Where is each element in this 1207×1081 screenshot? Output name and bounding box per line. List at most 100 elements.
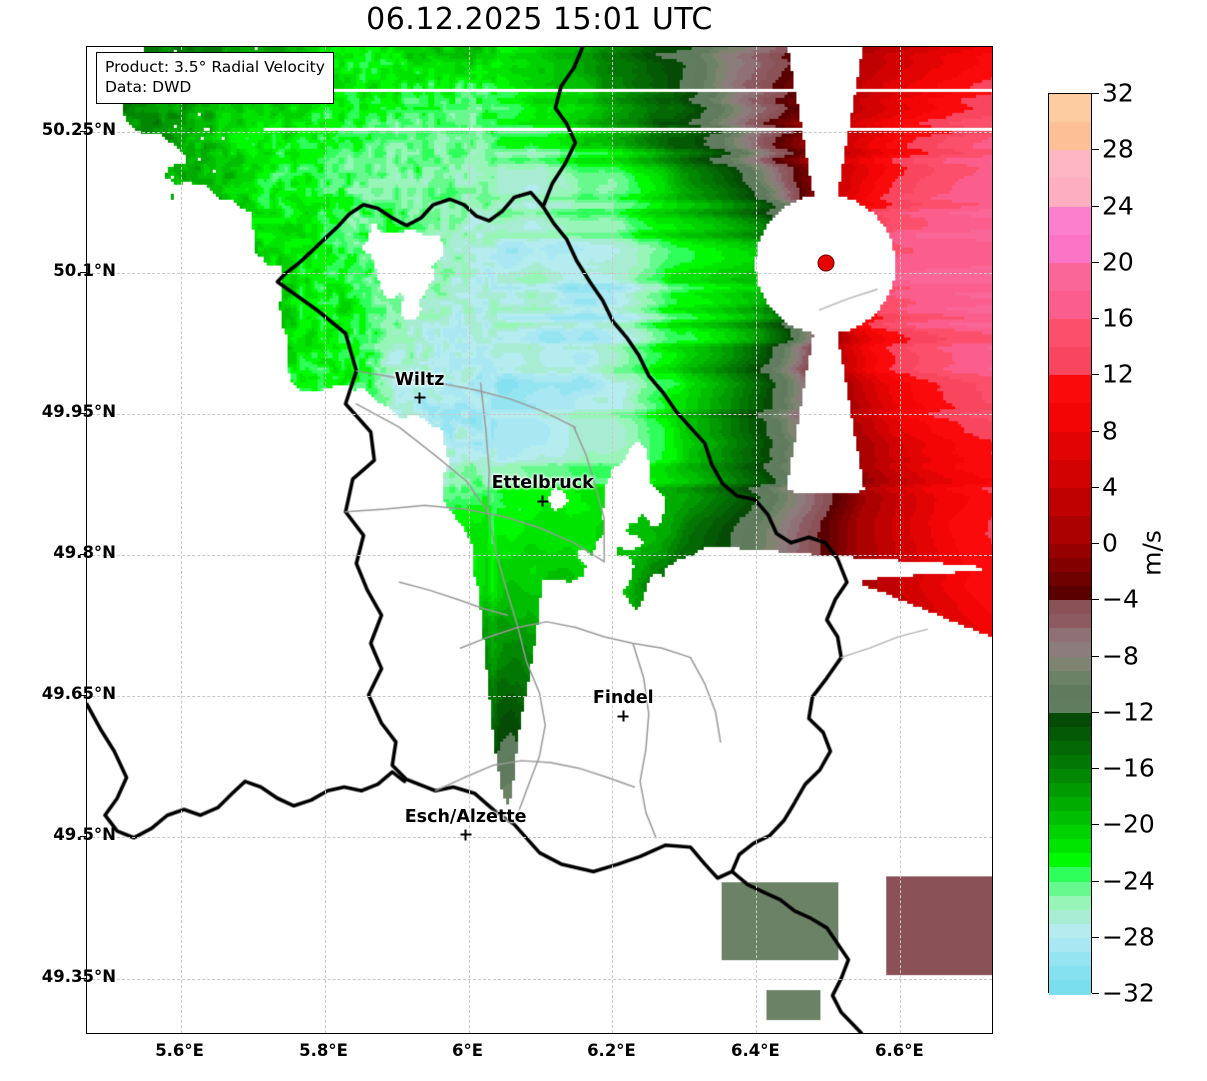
colorbar-band: [1049, 895, 1091, 911]
colorbar-tick-label: 4: [1102, 472, 1118, 502]
latitude-tick-label: 50.1°N: [53, 260, 116, 280]
longitude-tick-label: 6.2°E: [587, 1041, 636, 1060]
colorbar-tick-label: 8: [1102, 416, 1118, 445]
colorbar-tick-mark: [1092, 486, 1099, 488]
colorbar-tick-mark: [1092, 430, 1099, 432]
colorbar-tick-mark: [1092, 93, 1099, 94]
colorbar-tick-mark: [1092, 599, 1099, 601]
colorbar-band: [1049, 965, 1091, 981]
colorbar-tick-label: 32: [1102, 78, 1134, 108]
product-label: Product: 3.5° Radial Velocity: [105, 58, 325, 76]
colorbar-band: [1049, 375, 1091, 404]
colorbar-band: [1049, 797, 1091, 812]
colorbar-band: [1049, 431, 1091, 461]
colorbar-band: [1049, 234, 1091, 264]
colorbar-tick-label: −32: [1102, 978, 1155, 1008]
colorbar-band: [1049, 572, 1091, 587]
colorbar-band: [1049, 853, 1091, 869]
colorbar-tick-mark: [1092, 261, 1099, 263]
colorbar-band: [1049, 783, 1091, 798]
colorbar-band: [1049, 178, 1091, 208]
city-marker-icon: [617, 710, 629, 722]
colorbar-tick-mark: [1092, 543, 1099, 544]
radar-site-marker[interactable]: [817, 254, 835, 272]
colorbar-band: [1049, 628, 1091, 644]
colorbar-gradient: [1048, 93, 1092, 995]
colorbar-band: [1049, 909, 1091, 925]
colorbar-band: [1049, 487, 1091, 517]
latitude-tick-label: 49.5°N: [53, 825, 116, 845]
colorbar-band: [1049, 754, 1091, 770]
colorbar-band: [1049, 206, 1091, 236]
gridline-vertical: [756, 47, 758, 1033]
city-marker-icon: [460, 829, 472, 841]
latitude-tick-label: 50.25°N: [41, 119, 116, 139]
colorbar-tick-label: −24: [1102, 866, 1155, 895]
gridline-horizontal: [87, 131, 992, 133]
colorbar-band: [1049, 979, 1091, 995]
colorbar-tick-mark: [1092, 993, 1099, 994]
colorbar-tick-mark: [1092, 824, 1099, 826]
colorbar-tick-mark: [1092, 768, 1099, 769]
city-marker-icon: [414, 392, 426, 404]
colorbar-tick-label: 0: [1102, 528, 1118, 558]
colorbar-band: [1049, 515, 1091, 545]
colorbar-band: [1049, 122, 1091, 151]
colorbar-band: [1049, 150, 1091, 179]
colorbar-tick-label: −4: [1102, 584, 1139, 614]
latitude-tick-mark: [80, 554, 86, 556]
gridline-vertical: [900, 47, 902, 1033]
gridline-vertical: [612, 47, 614, 1033]
colorbar-band: [1049, 811, 1091, 826]
gridline-horizontal: [87, 696, 992, 698]
colorbar-band: [1049, 544, 1091, 559]
latitude-tick-mark: [80, 977, 86, 979]
page-title: 06.12.2025 15:01 UTC: [366, 2, 713, 37]
colorbar-tick-label: 16: [1102, 303, 1134, 333]
colorbar-band: [1049, 656, 1091, 672]
colorbar-band: [1049, 684, 1091, 700]
colorbar[interactable]: [1048, 93, 1092, 995]
colorbar-band: [1049, 726, 1091, 742]
city-label: Ettelbruck: [491, 473, 594, 494]
city-marker-icon: [537, 495, 549, 507]
colorbar-band: [1049, 94, 1091, 123]
longitude-tick-label: 6°E: [452, 1041, 484, 1060]
colorbar-band: [1049, 558, 1091, 573]
colorbar-tick-label: 28: [1102, 134, 1134, 164]
colorbar-tick-label: 12: [1102, 359, 1134, 389]
colorbar-tick-mark: [1092, 880, 1099, 882]
colorbar-tick-label: 20: [1102, 247, 1134, 277]
colorbar-band: [1049, 712, 1091, 728]
gridline-horizontal: [87, 978, 992, 980]
colorbar-band: [1049, 347, 1091, 376]
latitude-tick-label: 49.65°N: [41, 684, 116, 704]
colorbar-band: [1049, 459, 1091, 489]
colorbar-tick-mark: [1092, 318, 1099, 319]
colorbar-band: [1049, 290, 1091, 320]
colorbar-band: [1049, 698, 1091, 714]
latitude-tick-label: 49.95°N: [41, 401, 116, 421]
radar-map-panel[interactable]: Wiltz Ettelbruck Findel Esch/Alzette: [86, 46, 993, 1034]
colorbar-band: [1049, 740, 1091, 756]
colorbar-tick-label: −12: [1102, 697, 1155, 727]
colorbar-band: [1049, 937, 1091, 953]
colorbar-band: [1049, 670, 1091, 686]
colorbar-band: [1049, 319, 1091, 348]
product-info-box: Product: 3.5° Radial Velocity Data: DWD: [96, 52, 334, 104]
colorbar-tick-mark: [1092, 149, 1099, 151]
gridline-vertical: [180, 47, 182, 1033]
colorbar-band: [1049, 642, 1091, 658]
gridline-vertical: [468, 47, 470, 1033]
colorbar-tick-mark: [1092, 655, 1099, 657]
longitude-tick-label: 6.4°E: [731, 1041, 780, 1060]
gridline-horizontal: [87, 272, 992, 274]
gridline-horizontal: [87, 555, 992, 557]
colorbar-tick-label: −16: [1102, 753, 1155, 783]
colorbar-tick-label: −20: [1102, 809, 1155, 839]
city-label: Findel: [592, 688, 654, 709]
gridline-horizontal: [87, 837, 992, 839]
colorbar-band: [1049, 600, 1091, 615]
radar-velocity-heatmap[interactable]: [87, 47, 992, 1033]
latitude-tick-label: 49.35°N: [41, 966, 116, 986]
